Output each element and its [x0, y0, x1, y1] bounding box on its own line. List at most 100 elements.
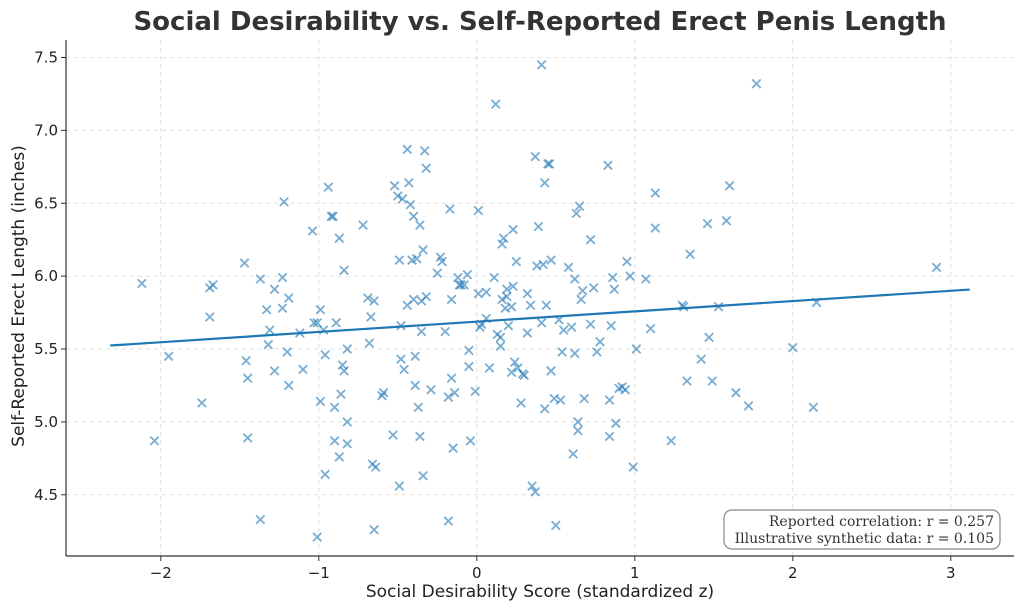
data-point — [334, 452, 345, 462]
data-point — [473, 288, 484, 299]
data-point — [163, 351, 174, 362]
data-point — [585, 319, 596, 330]
data-point — [508, 281, 518, 292]
x-tick-label: 3 — [946, 564, 956, 582]
data-point — [603, 160, 613, 171]
data-point — [364, 338, 375, 349]
data-point — [326, 211, 337, 222]
data-point — [362, 293, 373, 303]
y-tick-label: 6.5 — [34, 194, 58, 212]
data-point — [539, 403, 550, 414]
data-point — [604, 395, 615, 405]
data-point — [620, 384, 631, 395]
data-point — [569, 274, 580, 284]
data-point — [573, 425, 583, 436]
data-point — [541, 300, 552, 311]
data-point — [555, 395, 566, 405]
data-point — [645, 323, 656, 334]
data-point — [443, 392, 454, 402]
data-point — [378, 387, 389, 398]
data-point — [315, 304, 326, 315]
x-tick-label: −2 — [150, 564, 172, 582]
data-point — [388, 430, 398, 440]
x-tick-label: 0 — [472, 564, 482, 582]
data-point — [358, 220, 368, 230]
data-point — [546, 255, 556, 265]
data-point — [283, 293, 294, 303]
data-point — [622, 256, 632, 267]
data-point — [546, 366, 556, 376]
data-point — [445, 204, 455, 214]
data-point — [522, 328, 533, 338]
data-point — [569, 348, 580, 359]
data-point — [421, 163, 432, 174]
x-tick-label: 1 — [630, 564, 640, 582]
data-point — [329, 402, 340, 413]
data-point — [931, 262, 942, 273]
data-point — [307, 226, 318, 236]
data-point — [577, 285, 588, 296]
data-point — [495, 332, 506, 343]
data-point — [418, 470, 428, 481]
data-point — [449, 387, 460, 398]
data-point — [625, 271, 635, 281]
data-point — [410, 380, 421, 391]
data-point — [456, 280, 466, 290]
data-point — [495, 341, 506, 351]
data-point — [315, 396, 326, 407]
data-point — [509, 357, 520, 367]
data-point — [506, 301, 517, 312]
data-point — [702, 218, 713, 229]
data-point — [149, 436, 160, 446]
x-tick-label: 2 — [788, 564, 798, 582]
data-point — [137, 278, 147, 289]
y-tick-label: 4.5 — [34, 486, 58, 504]
data-point — [533, 221, 544, 232]
data-point — [421, 291, 432, 302]
data-point — [611, 418, 621, 429]
data-point — [506, 367, 517, 378]
data-point — [337, 360, 348, 370]
data-point — [397, 194, 408, 204]
trend-line — [110, 288, 970, 347]
y-axis-label: Self-Reported Erect Length (inches) — [9, 145, 29, 447]
data-point — [563, 262, 574, 273]
y-tick-label: 6.0 — [34, 267, 58, 285]
data-point — [530, 487, 541, 497]
data-point — [751, 78, 762, 89]
data-point — [787, 342, 798, 353]
data-point — [342, 344, 353, 354]
data-point — [404, 178, 414, 188]
data-point — [323, 182, 334, 193]
grid-lines — [66, 40, 1014, 556]
data-point — [342, 438, 353, 449]
data-point — [501, 291, 512, 302]
data-point — [269, 366, 280, 376]
data-point — [394, 481, 405, 491]
annotation-synthetic-correlation: Illustrative synthetic data: r = 0.105 — [735, 531, 994, 547]
annotation-frame — [723, 509, 1001, 550]
data-point — [508, 224, 518, 235]
data-point — [446, 373, 457, 384]
data-point — [530, 151, 541, 162]
data-point — [418, 245, 428, 255]
data-point — [497, 294, 507, 305]
data-point — [334, 233, 345, 244]
data-point — [339, 265, 349, 276]
data-point — [208, 280, 218, 290]
data-point — [239, 258, 250, 268]
data-point — [410, 351, 421, 362]
x-tick-label: −1 — [308, 564, 330, 582]
y-tick-label: 7.0 — [34, 121, 58, 139]
data-point — [721, 215, 732, 226]
data-point — [440, 326, 451, 337]
data-point — [650, 223, 661, 233]
data-point — [588, 282, 599, 293]
axes: −2 −1 0 1 2 3 4.5 5.0 5.5 6.0 6.5 7.0 7.5 — [34, 40, 1014, 582]
data-point — [426, 384, 436, 395]
data-point — [539, 178, 550, 188]
data-point — [516, 398, 526, 408]
data-point — [411, 253, 422, 264]
data-point — [339, 366, 349, 376]
